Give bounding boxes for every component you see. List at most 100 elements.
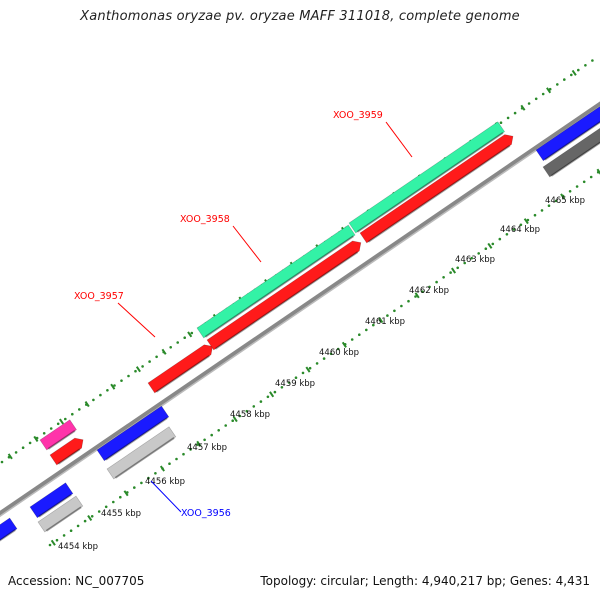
inner-dot — [350, 338, 354, 341]
tick-label-6: 4460 kbp — [319, 348, 359, 358]
inner-dot — [259, 400, 263, 403]
outer-dot — [570, 73, 573, 77]
tick-label-1: 4455 kbp — [101, 509, 141, 519]
outer-dot — [577, 68, 580, 72]
inner-dot — [154, 472, 157, 475]
tick-label-9: 4463 kbp — [455, 255, 495, 265]
inner-dot — [69, 529, 73, 532]
outer-dot — [127, 374, 130, 378]
outer-dot — [183, 336, 186, 340]
inner-dot — [62, 534, 66, 537]
outer-tick-mark — [520, 104, 526, 111]
gene-xoo-3958-cds — [206, 240, 362, 351]
outer-dot — [92, 398, 95, 402]
outer-dot — [556, 83, 559, 86]
outer-dot — [141, 365, 144, 368]
gene-xoo-3959-cds-shade — [367, 144, 511, 243]
outer-dot — [42, 432, 46, 435]
inner-dot — [119, 495, 122, 499]
gene-label-3: XOO_3956 — [181, 508, 231, 519]
inner-dot — [217, 429, 220, 432]
inner-dot — [90, 515, 94, 518]
inner-tick-mark — [596, 168, 600, 175]
outer-dot — [169, 346, 172, 349]
inner-dot — [280, 386, 284, 389]
inner-tick-mark — [451, 267, 457, 274]
outer-tick-mark — [59, 418, 65, 425]
callout-line-1 — [232, 225, 262, 263]
inner-tick-mark — [123, 490, 129, 497]
inner-dot — [231, 419, 234, 423]
outer-dot — [14, 451, 18, 454]
tick-label-3: 4457 kbp — [187, 443, 227, 453]
tick-label-5: 4459 kbp — [275, 379, 315, 389]
inner-dot — [189, 448, 192, 451]
gene-label-1: XOO_3958 — [180, 214, 230, 225]
gene-blue-cds-left — [29, 482, 74, 519]
tick-label-0: 4454 kbp — [58, 542, 98, 552]
inner-dot — [322, 357, 326, 360]
tick-label-2: 4456 kbp — [145, 477, 185, 487]
gene-xoo-3956-gray-body — [106, 426, 177, 480]
tick-label-11: 4465 kbp — [545, 196, 585, 206]
inner-dot — [484, 247, 488, 250]
gene-xoo-3958-rna — [196, 224, 356, 339]
outer-dot — [506, 116, 510, 120]
outer-dot — [21, 446, 25, 450]
gene-blue-cds-left-shade — [38, 493, 72, 518]
accession-label: Accession: NC_007705 — [8, 574, 145, 588]
inner-dot — [477, 252, 481, 255]
gene-xoo-3959-rna-body — [348, 121, 506, 234]
gene-blue-cds-edge-body — [0, 517, 18, 541]
gene-xoo-3958-cds-body — [206, 240, 362, 351]
inner-dot — [533, 213, 537, 217]
gene-pink-feature-shade — [47, 429, 76, 450]
inner-dot — [294, 376, 298, 380]
gene-callouts: XOO_3957 XOO_3958 XOO_3959 XOO_3956 — [74, 110, 413, 519]
inner-dot — [498, 237, 502, 241]
inner-dot — [315, 362, 319, 365]
outer-dot — [0, 460, 4, 464]
inner-dot — [526, 218, 530, 222]
inner-dot — [83, 519, 87, 523]
gene-blue-cds-edge-shade — [0, 529, 16, 542]
outer-tick-mark — [161, 348, 167, 355]
gene-xoo-3959-rna — [348, 121, 506, 234]
inner-dot — [435, 280, 438, 284]
outer-dot — [591, 59, 594, 62]
inner-dot — [175, 457, 178, 461]
tick-label-8: 4462 kbp — [409, 286, 449, 296]
gene-darkgray-right-body — [542, 127, 600, 178]
outer-dot — [190, 331, 194, 335]
gene-blue-cds-edge — [0, 517, 18, 542]
gene-blue-cds-right — [535, 106, 600, 162]
tick-label-10: 4464 kbp — [500, 225, 540, 235]
callout-line-2 — [385, 121, 413, 158]
gene-label-2: XOO_3959 — [333, 110, 383, 121]
gene-blue-cds-left-body — [29, 482, 74, 519]
outer-tick-mark — [7, 453, 13, 460]
outer-dot — [584, 64, 587, 67]
inner-dot — [449, 271, 452, 274]
inner-dot — [407, 299, 410, 303]
inner-tick-mark — [341, 341, 347, 348]
inner-tick-mark — [378, 317, 384, 324]
gene-xoo-3956-gray — [106, 426, 177, 480]
outer-dot — [71, 412, 74, 416]
backbone-shadow — [0, 105, 600, 518]
inner-dot — [287, 381, 291, 384]
outer-dot — [148, 360, 151, 363]
inner-dot — [568, 190, 572, 193]
outer-dot — [513, 111, 517, 115]
outer-dot — [155, 355, 158, 359]
outer-dot — [527, 102, 531, 105]
inner-dot — [589, 175, 593, 179]
inner-dot — [308, 366, 312, 370]
inner-dot — [421, 290, 424, 294]
inner-dot — [140, 481, 143, 485]
inner-dot — [252, 405, 256, 408]
genome-backbone — [0, 101, 600, 518]
outer-tick-mark — [110, 383, 116, 390]
gene-gray-left — [37, 495, 84, 533]
